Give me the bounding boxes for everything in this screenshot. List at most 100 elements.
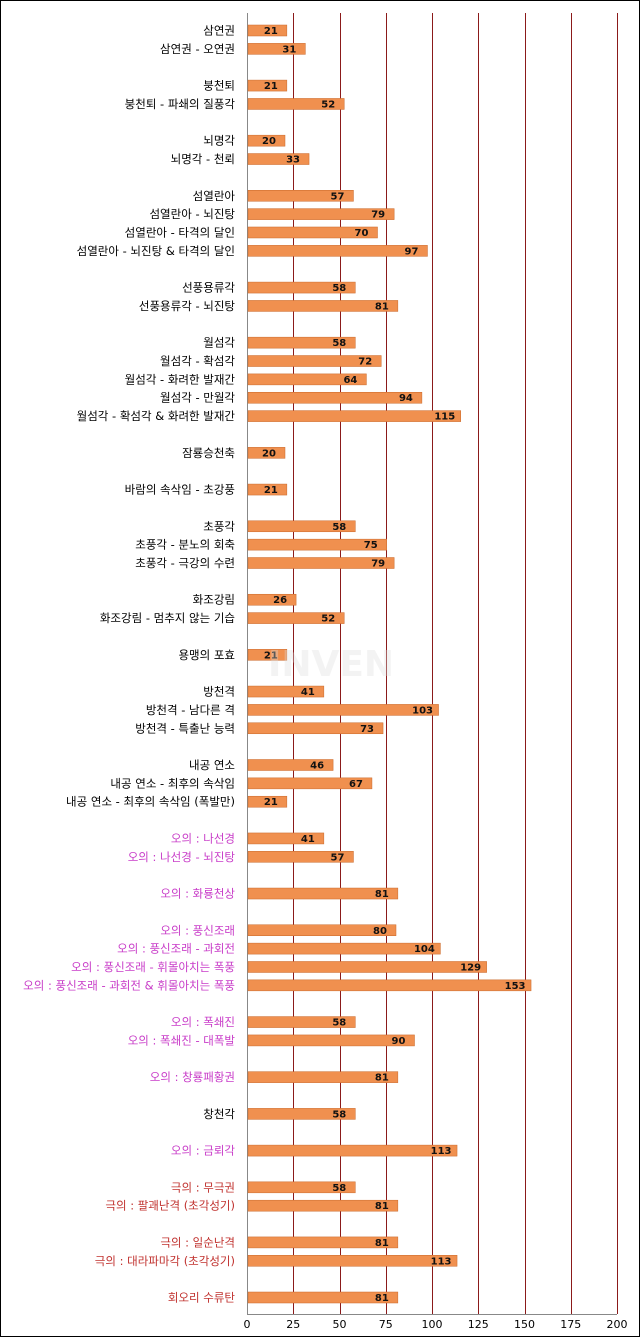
- bar: [247, 795, 288, 808]
- bars: [247, 24, 532, 1304]
- category-label: 월섬각 - 화려한 발재간: [125, 372, 236, 386]
- category-label: 섬열란아 - 뇌진탕 & 타격의 달인: [77, 244, 235, 258]
- value-labels: 2131215220335779709758815872649411520215…: [262, 26, 525, 1304]
- category-label: 오의 : 폭쇄진: [171, 1015, 235, 1029]
- data-label: 81: [375, 1238, 389, 1249]
- data-label: 58: [332, 1018, 346, 1029]
- x-tick-label: 200: [607, 1318, 628, 1331]
- data-label: 97: [404, 246, 418, 257]
- category-label: 초풍각 - 극강의 수련: [135, 556, 235, 570]
- category-label: 선풍용류각 - 뇌진탕: [139, 299, 236, 313]
- bar: [247, 1016, 356, 1028]
- data-label: 94: [399, 393, 413, 404]
- bar: [247, 942, 441, 955]
- bar: [247, 1034, 415, 1047]
- bar: [247, 410, 461, 422]
- category-label: 화조강림 - 멈추지 않는 기습: [100, 611, 235, 625]
- category-label: 방천격 - 특출난 능력: [135, 721, 235, 735]
- data-label: 103: [412, 705, 433, 716]
- category-label: 오의 : 화룡천상: [160, 887, 235, 901]
- data-label: 26: [273, 595, 287, 606]
- data-label: 46: [310, 760, 324, 771]
- category-label: 월섬각 - 확섬각 & 화려한 발재간: [77, 409, 236, 423]
- category-label: 오의 : 창룡패황권: [150, 1070, 235, 1084]
- category-label: 내공 연소 - 최후의 속삭임: [110, 776, 235, 790]
- data-label: 81: [375, 1073, 389, 1084]
- data-label: 81: [375, 889, 389, 900]
- x-tick-label: 150: [514, 1318, 535, 1331]
- category-label: 오의 : 풍신조래 - 과회전: [117, 942, 235, 956]
- category-label: 붕천퇴: [203, 79, 235, 93]
- data-label: 21: [264, 26, 278, 37]
- category-label: 오의 : 풍신조래 - 휘몰아치는 폭풍: [71, 960, 235, 974]
- category-label: 오의 : 풍신조래: [160, 923, 235, 937]
- inven-watermark: INVEN: [268, 644, 394, 685]
- bar: [247, 979, 532, 992]
- data-label: 67: [349, 779, 363, 790]
- bar: [247, 79, 288, 92]
- data-label: 81: [375, 301, 389, 312]
- data-label: 57: [330, 852, 344, 863]
- bar: [247, 851, 354, 863]
- category-label: 선풍용류각: [182, 281, 235, 295]
- bar: [247, 722, 384, 735]
- data-label: 73: [360, 724, 374, 735]
- bar: [247, 134, 286, 147]
- data-label: 20: [262, 448, 276, 459]
- data-label: 57: [330, 191, 344, 202]
- data-label: 81: [375, 1201, 389, 1212]
- category-label: 오의 : 풍신조래 - 과회전 & 휘몰아치는 폭풍: [23, 978, 235, 992]
- bar: [247, 373, 367, 386]
- bar: [247, 593, 297, 606]
- bar: [247, 520, 356, 533]
- data-label: 104: [414, 944, 435, 955]
- bar: [247, 153, 310, 165]
- x-tick-label: 50: [333, 1318, 347, 1331]
- data-label: 31: [282, 44, 296, 55]
- category-label: 극의 : 팔괘난격 (초각성기): [105, 1199, 235, 1213]
- data-label: 52: [321, 614, 335, 625]
- data-label: 58: [332, 522, 346, 533]
- x-tick-label: 75: [379, 1318, 393, 1331]
- bar: [247, 612, 345, 624]
- bar: [247, 1291, 399, 1304]
- category-label: 잠룡승천축: [182, 446, 235, 460]
- data-label: 113: [431, 1256, 452, 1267]
- bar: [247, 24, 288, 37]
- category-label: 오의 : 폭쇄진 - 대폭발: [128, 1033, 236, 1047]
- data-label: 80: [373, 926, 387, 937]
- data-label: 58: [332, 1109, 346, 1120]
- data-label: 20: [262, 136, 276, 147]
- category-label: 극의 : 무극권: [171, 1180, 235, 1194]
- category-label: 초풍각: [203, 519, 235, 533]
- data-label: 153: [505, 981, 526, 992]
- bar: [247, 483, 288, 496]
- category-label: 초풍각 - 분노의 회축: [135, 538, 235, 552]
- data-label: 21: [264, 650, 278, 661]
- data-label: 79: [371, 210, 385, 221]
- category-label: 내공 연소 - 최후의 속삭임 (폭발만): [66, 795, 235, 809]
- bar: [247, 704, 439, 716]
- data-label: 64: [343, 375, 357, 386]
- bar: [247, 649, 288, 661]
- bar: [247, 887, 399, 900]
- category-label: 극의 : 대라파마각 (초각성기): [95, 1254, 235, 1268]
- bar: [247, 924, 397, 937]
- data-label: 75: [364, 540, 378, 551]
- category-label: 삼연권: [203, 24, 235, 38]
- bar: [247, 777, 373, 790]
- category-label: 삼연권 - 오연권: [160, 42, 235, 56]
- data-label: 58: [332, 338, 346, 349]
- bar: [247, 961, 487, 973]
- category-label: 섬열란아 - 타격의 달인: [125, 225, 235, 239]
- data-label: 41: [301, 834, 315, 845]
- bar: [247, 557, 395, 569]
- bar: [247, 355, 382, 367]
- data-label: 21: [264, 485, 278, 496]
- data-label: 72: [358, 357, 372, 368]
- data-label: 79: [371, 559, 385, 570]
- bar: [247, 1144, 458, 1157]
- category-label: 용맹의 포효: [178, 648, 235, 662]
- category-label: 월섬각 - 확섬각: [160, 354, 235, 368]
- category-label: 바람의 속삭임 - 초강풍: [125, 483, 235, 497]
